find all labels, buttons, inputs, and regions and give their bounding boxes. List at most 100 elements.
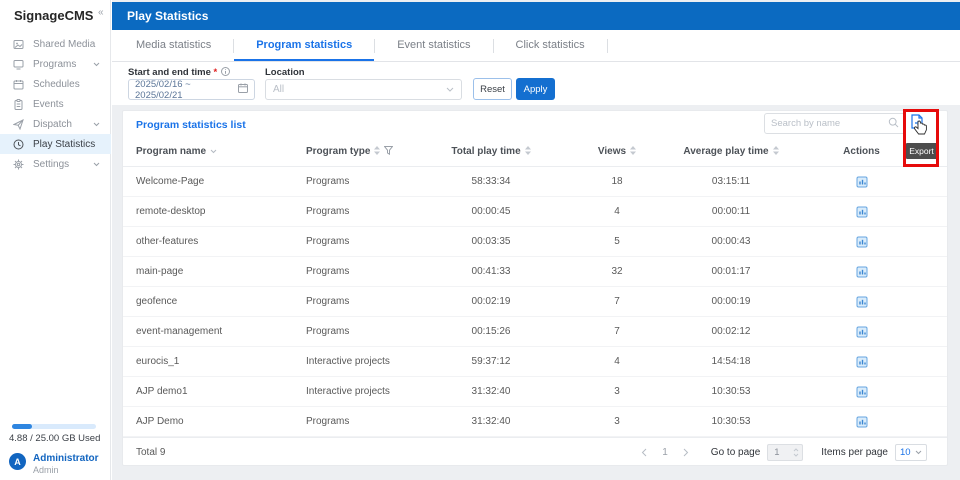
table-row[interactable]: geofence Programs 00:02:19 7 00:00:19 xyxy=(123,287,947,317)
reset-button[interactable]: Reset xyxy=(473,78,512,100)
cell-total-play-time: 00:15:26 xyxy=(471,326,511,337)
storage-usage-bar xyxy=(12,424,96,429)
report-icon[interactable] xyxy=(856,386,868,398)
cell-views: 32 xyxy=(611,266,623,277)
cell-average-play-time: 00:00:11 xyxy=(711,206,751,217)
sidebar-item-settings[interactable]: Settings xyxy=(0,154,111,174)
go-to-page-field xyxy=(767,443,804,461)
report-icon[interactable] xyxy=(856,236,868,248)
sort-icon[interactable] xyxy=(374,145,381,158)
previous-page-icon[interactable] xyxy=(641,448,647,457)
table-row[interactable]: Welcome-Page Programs 58:33:34 18 03:15:… xyxy=(123,167,947,197)
sidebar-item-label: Play Statistics xyxy=(33,138,96,150)
chevron-down-icon xyxy=(915,447,922,458)
cell-program-name: Welcome-Page xyxy=(136,176,205,187)
column-total-play-time[interactable]: Total play time xyxy=(421,145,561,158)
table-row[interactable]: event-management Programs 00:15:26 7 00:… xyxy=(123,317,947,347)
cell-actions xyxy=(789,356,934,368)
sort-icon[interactable] xyxy=(772,145,779,158)
date-range-value: 2025/02/16 ~ 2025/02/21 xyxy=(135,78,191,101)
total-count: Total 9 xyxy=(136,446,166,458)
sidebar-item-schedules[interactable]: Schedules xyxy=(0,74,111,94)
cell-total-play-time: 59:37:12 xyxy=(471,356,511,367)
sidebar-item-events[interactable]: Events xyxy=(0,94,111,114)
sidebar-item-play-statistics[interactable]: Play Statistics xyxy=(0,134,111,154)
cell-program-name: event-management xyxy=(136,326,223,337)
cell-actions xyxy=(789,386,934,398)
cell-views: 4 xyxy=(614,356,620,367)
avatar[interactable]: A xyxy=(9,453,26,470)
sidebar-item-programs[interactable]: Programs xyxy=(0,54,111,74)
chevron-down-icon xyxy=(93,62,100,67)
sidebar-item-dispatch[interactable]: Dispatch xyxy=(0,114,111,134)
apply-button[interactable]: Apply xyxy=(516,78,555,100)
report-icon[interactable] xyxy=(856,206,868,218)
items-per-page-select[interactable]: 10 xyxy=(895,443,927,461)
cell-program-type: Programs xyxy=(306,236,350,247)
tab-program-statistics[interactable]: Program statistics xyxy=(234,30,375,61)
column-program-name[interactable]: Program name xyxy=(136,146,306,157)
table-row[interactable]: remote-desktop Programs 00:00:45 4 00:00… xyxy=(123,197,947,227)
date-range-input[interactable]: 2025/02/16 ~ 2025/02/21 xyxy=(128,78,255,101)
column-program-type[interactable]: Program type xyxy=(306,145,421,158)
column-views[interactable]: Views xyxy=(561,145,673,158)
table-row[interactable]: AJP Demo Programs 31:32:40 3 10:30:53 xyxy=(123,407,947,437)
tab-event-statistics[interactable]: Event statistics xyxy=(397,38,471,51)
report-icon[interactable] xyxy=(856,416,868,428)
location-label: Location xyxy=(265,67,305,78)
cell-average-play-time: 00:00:43 xyxy=(711,236,751,247)
next-page-icon[interactable] xyxy=(683,448,689,457)
table-body: Welcome-Page Programs 58:33:34 18 03:15:… xyxy=(123,167,947,437)
tab-divider xyxy=(492,38,494,53)
send-icon xyxy=(13,118,24,130)
filter-bar: Start and end time * 2025/02/16 ~ 2025/0… xyxy=(112,62,960,105)
table-row[interactable]: eurocis_1 Interactive projects 59:37:12 … xyxy=(123,347,947,377)
report-icon[interactable] xyxy=(856,356,868,368)
table-footer: Total 9 1 Go to page xyxy=(123,437,947,466)
user-role: Admin xyxy=(33,465,59,475)
cell-program-name: other-features xyxy=(136,236,199,247)
cell-program-name: AJP Demo xyxy=(136,416,184,427)
cell-views: 18 xyxy=(611,176,623,187)
cell-actions xyxy=(789,326,934,338)
sidebar-collapse-icon[interactable]: « xyxy=(98,7,104,18)
sidebar-item-label: Shared Media xyxy=(33,38,96,50)
cell-average-play-time: 14:54:18 xyxy=(711,356,751,367)
calendar-icon xyxy=(13,79,24,90)
sidebar-item-label: Schedules xyxy=(33,78,80,90)
cell-total-play-time: 58:33:34 xyxy=(471,176,511,187)
table-row[interactable]: main-page Programs 00:41:33 32 00:01:17 xyxy=(123,257,947,287)
cell-program-type: Programs xyxy=(306,266,350,277)
cell-total-play-time: 00:41:33 xyxy=(471,266,511,277)
filter-funnel-icon[interactable] xyxy=(383,145,395,158)
report-icon[interactable] xyxy=(856,326,868,338)
cell-program-name: remote-desktop xyxy=(136,206,206,217)
cell-views: 4 xyxy=(614,206,620,217)
sidebar-item-shared-media[interactable]: Shared Media xyxy=(0,34,111,54)
sidebar-nav: Shared Media Programs Schedules xyxy=(0,34,111,174)
clock-icon xyxy=(13,139,24,150)
search-input[interactable] xyxy=(771,118,888,129)
cell-program-type: Interactive projects xyxy=(306,386,390,397)
tab-media-statistics[interactable]: Media statistics xyxy=(136,38,212,51)
page-number[interactable]: 1 xyxy=(662,446,668,458)
sort-descending-icon xyxy=(210,146,217,157)
gear-icon xyxy=(13,159,24,170)
cell-total-play-time: 00:00:45 xyxy=(471,206,511,217)
report-icon[interactable] xyxy=(856,266,868,278)
search-icon[interactable] xyxy=(888,117,899,131)
go-to-page-input[interactable] xyxy=(774,446,791,458)
user-name[interactable]: Administrator xyxy=(33,453,99,464)
tab-click-statistics[interactable]: Click statistics xyxy=(515,38,585,51)
main-area: Play Statistics Media statistics Program… xyxy=(112,0,960,480)
report-icon[interactable] xyxy=(856,176,868,188)
column-average-play-time[interactable]: Average play time xyxy=(673,145,789,158)
table-row[interactable]: other-features Programs 00:03:35 5 00:00… xyxy=(123,227,947,257)
table-row[interactable]: AJP demo1 Interactive projects 31:32:40 … xyxy=(123,377,947,407)
report-icon[interactable] xyxy=(856,296,868,308)
sort-icon[interactable] xyxy=(630,145,637,158)
export-button[interactable] xyxy=(909,113,927,131)
sort-icon[interactable] xyxy=(524,145,531,158)
location-select[interactable]: All xyxy=(265,79,462,100)
stepper-icons[interactable] xyxy=(793,447,799,457)
